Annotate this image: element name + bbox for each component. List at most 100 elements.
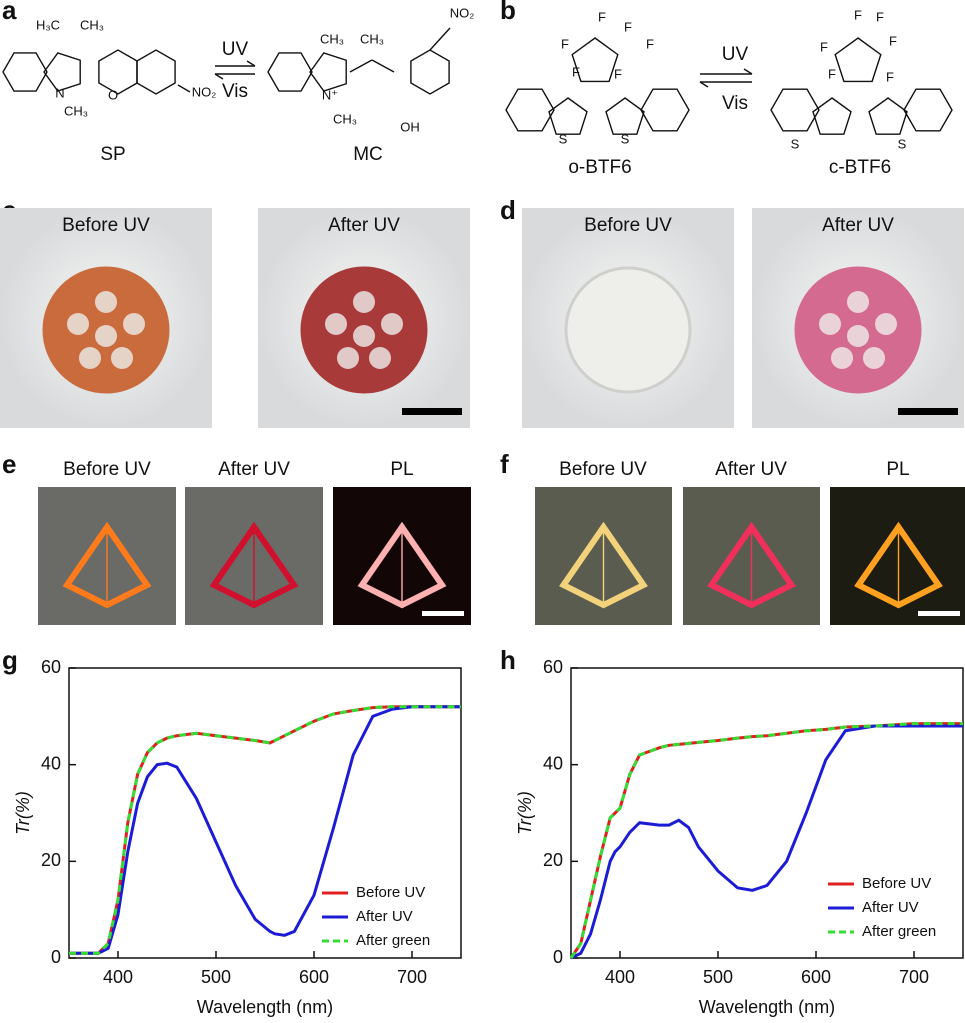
bond [214, 73, 224, 80]
atom-label: F [820, 39, 828, 54]
atom-label: CH₃ [360, 31, 384, 46]
y-tick-label: 40 [41, 753, 61, 773]
ring [410, 49, 450, 95]
panel-label: d [500, 195, 516, 225]
atom-label: N [55, 85, 64, 100]
x-tick-label: 400 [103, 967, 133, 987]
photo-caption: After UV [218, 459, 290, 480]
atom-label: F [889, 33, 897, 48]
atom-label: CH₃ [64, 103, 88, 118]
legend-label: After green [862, 923, 936, 940]
photo-caption: Before UV [584, 215, 672, 236]
bond [429, 27, 451, 51]
bond [371, 59, 395, 73]
y-tick-label: 60 [543, 657, 563, 677]
photo-caption: PL [390, 459, 413, 480]
atom-label: F [646, 36, 654, 51]
legend-label: Before UV [356, 884, 425, 901]
photo-hole [95, 325, 117, 347]
ring [812, 97, 852, 135]
atom-label: H₃C [36, 17, 60, 32]
photo-hole [831, 347, 853, 369]
plot-frame [570, 667, 964, 959]
arrow-label: Vis [222, 81, 248, 102]
panel-label: a [2, 0, 17, 25]
atom-label: F [572, 64, 580, 79]
ring [136, 49, 176, 95]
x-tick-label: 500 [703, 967, 733, 987]
data-line [570, 724, 963, 960]
atom-label: F [886, 69, 894, 84]
panel-label: b [500, 0, 516, 25]
photo-hole [847, 325, 869, 347]
bond [699, 81, 709, 88]
atom-label: S [898, 136, 907, 151]
photo-hole [111, 347, 133, 369]
photo-caption: After UV [715, 459, 787, 480]
plot-frame [68, 667, 462, 959]
bond [177, 84, 191, 93]
bond [349, 59, 373, 73]
photo-caption: After UV [822, 215, 894, 236]
x-tick-label: 500 [201, 967, 231, 987]
photo-hole [633, 347, 655, 369]
y-tick-label: 0 [553, 947, 563, 967]
ring [267, 52, 313, 92]
ring [834, 37, 882, 83]
atom-label: OH [400, 119, 420, 134]
y-tick-label: 60 [41, 657, 61, 677]
compound-name: SP [100, 144, 125, 165]
panel-label: e [2, 449, 16, 479]
arrow-label: Vis [722, 93, 748, 114]
bond [743, 68, 753, 75]
photo-caption: PL [886, 459, 909, 480]
photo-caption: Before UV [559, 459, 647, 480]
atom-label: F [561, 36, 569, 51]
atom-label: F [854, 7, 862, 22]
photo-hole [617, 291, 639, 313]
y-tick-label: 40 [543, 753, 563, 773]
photo-hole [645, 313, 667, 335]
data-line [69, 705, 461, 955]
photo-hole [875, 313, 897, 335]
compound-name: MC [353, 144, 383, 165]
atom-label: CH₃ [80, 17, 104, 32]
photo-hole [847, 291, 869, 313]
legend-label: After UV [356, 908, 413, 925]
photo-hole [601, 347, 623, 369]
photo-hole [79, 347, 101, 369]
atom-label: CH₃ [333, 111, 357, 126]
atom-label: S [791, 136, 800, 151]
scale-bar [402, 408, 462, 415]
ring [548, 97, 588, 135]
compound-name: o-BTF6 [568, 157, 631, 178]
x-tick-label: 600 [801, 967, 831, 987]
y-tick-label: 20 [543, 850, 563, 870]
x-tick-label: 700 [397, 967, 427, 987]
x-tick-label: 700 [899, 967, 929, 987]
atom-label: F [828, 66, 836, 81]
ring [868, 97, 908, 135]
photo-hole [589, 313, 611, 335]
panel-label: h [500, 645, 516, 675]
y-tick-label: 20 [41, 850, 61, 870]
atom-label: S [559, 131, 568, 146]
ring [43, 52, 81, 92]
photo-hole [95, 291, 117, 313]
atom-label: CH₃ [320, 31, 344, 46]
atom-label: F [614, 66, 622, 81]
ring [505, 88, 555, 132]
photo-hole [369, 347, 391, 369]
atom-label: O [108, 87, 118, 102]
photo-hole [819, 313, 841, 335]
x-axis-label: Wavelength (nm) [699, 997, 835, 1017]
legend-label: After green [356, 932, 430, 949]
photo-hole [67, 313, 89, 335]
y-axis-label: Tr(%) [515, 791, 535, 835]
photo-hole [325, 313, 347, 335]
compound-name: c-BTF6 [829, 157, 891, 178]
data-line [569, 722, 963, 959]
photo-hole [353, 291, 375, 313]
bond [246, 60, 256, 67]
atom-label: F [876, 9, 884, 24]
